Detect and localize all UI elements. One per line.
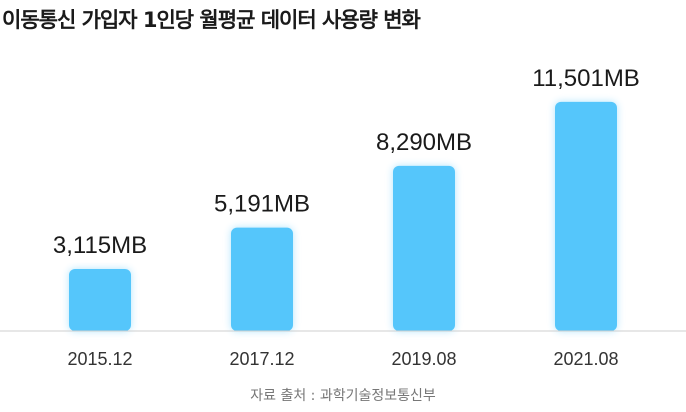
x-tick-label: 2015.12 — [67, 349, 132, 369]
bar-2019.08 — [393, 165, 455, 331]
chart-title: 이동통신 가입자 1인당 월평균 데이터 사용량 변화 — [2, 8, 421, 32]
x-tick-label: 2021.08 — [553, 349, 618, 369]
data-label: 3,115MB — [53, 232, 147, 259]
bars-layer: 3,115MB 2015.12 5,191MB 2017.12 8,290MB 2019.… — [53, 65, 640, 369]
data-label: 5,191MB — [214, 191, 310, 218]
x-tick-label: 2019.08 — [391, 349, 456, 369]
bar-2017.12 — [231, 227, 293, 331]
data-label: 8,290MB — [376, 129, 472, 156]
data-label: 11,501MB — [532, 65, 640, 92]
bar-2015.12 — [69, 268, 131, 331]
source-note: 자료 출처 : 과학기술정보통신부 — [250, 388, 436, 404]
bar-2021.08 — [555, 101, 617, 331]
x-tick-label: 2017.12 — [229, 349, 294, 369]
